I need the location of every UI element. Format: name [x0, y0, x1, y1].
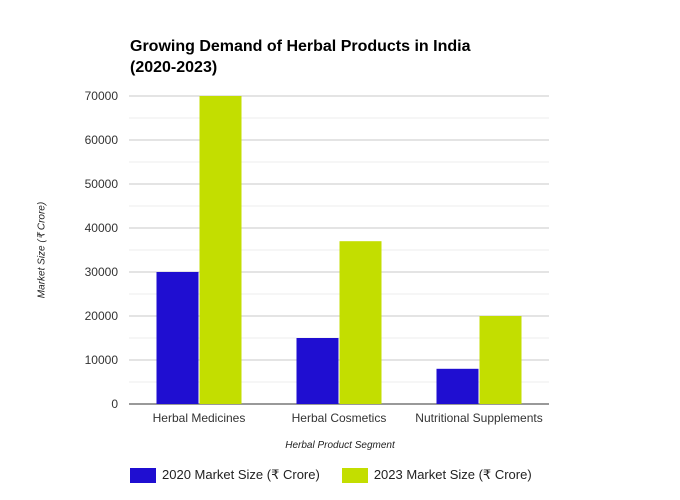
chart-title-line2: (2020-2023)	[130, 59, 218, 76]
legend-swatch-2023	[341, 467, 368, 483]
y-tick-label: 10000	[85, 353, 119, 367]
y-tick-label: 30000	[85, 265, 119, 279]
y-tick-label: 40000	[85, 221, 119, 235]
x-tick-label: Herbal Medicines	[153, 411, 246, 425]
legend-item-2023[interactable]: 2023 Market Size (₹ Crore)	[341, 467, 532, 483]
legend-label-2023: 2023 Market Size (₹ Crore)	[373, 467, 532, 482]
legend-item-2020[interactable]: 2020 Market Size (₹ Crore)	[130, 467, 320, 483]
y-tick-label: 50000	[85, 177, 119, 191]
bar	[339, 241, 382, 404]
bar	[199, 96, 242, 404]
chart-title-line1: Growing Demand of Herbal Products in Ind…	[130, 38, 471, 55]
x-tick-label: Herbal Cosmetics	[292, 411, 387, 425]
legend-swatch-2020	[130, 467, 156, 483]
bar	[436, 368, 479, 404]
bar	[156, 272, 199, 404]
chart-title: Growing Demand of Herbal Products in Ind…	[130, 36, 550, 78]
legend-label-2020: 2020 Market Size (₹ Crore)	[162, 467, 320, 482]
y-tick-label: 0	[111, 397, 118, 411]
y-tick-label: 20000	[85, 309, 119, 323]
x-axis-label: Herbal Product Segment	[285, 440, 395, 451]
legend: 2020 Market Size (₹ Crore) 2023 Market S…	[130, 467, 554, 483]
x-tick-label: Nutritional Supplements	[415, 411, 542, 425]
y-tick-label: 60000	[85, 133, 119, 147]
y-tick-label: 70000	[85, 89, 119, 103]
bar	[479, 316, 522, 404]
bar	[296, 338, 339, 404]
